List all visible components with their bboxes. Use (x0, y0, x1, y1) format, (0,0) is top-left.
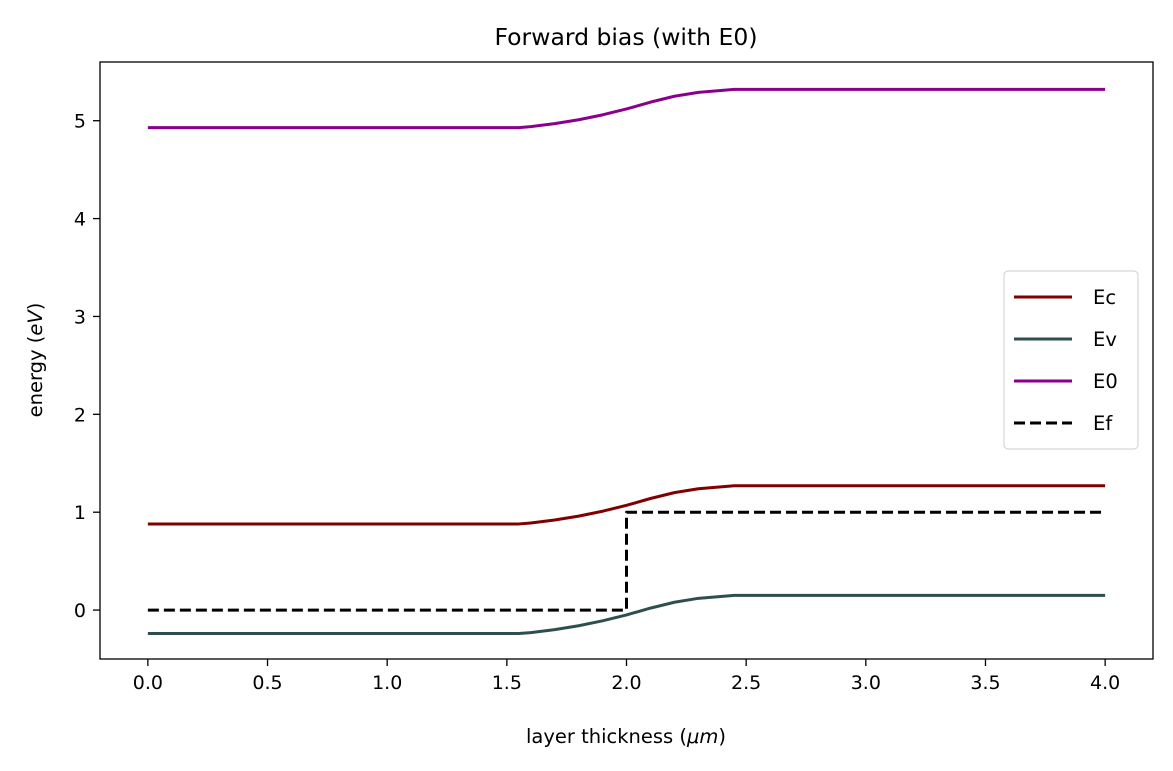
legend-label-ev: Ev (1093, 328, 1117, 351)
legend: Ec Ev E0 Ef (1003, 270, 1139, 450)
x-axis: 0.0 0.5 1.0 1.5 2.0 2.5 3.0 3.5 4.0 (133, 659, 1120, 694)
series-line-ev (147, 593, 1106, 636)
series-line-e0 (147, 87, 1106, 130)
x-tick-label: 2.5 (731, 672, 761, 694)
y-tick-label: 4 (74, 209, 86, 231)
y-tick-label: 3 (74, 306, 86, 328)
y-tick-label: 2 (74, 404, 86, 426)
series-line-ec (147, 484, 1106, 526)
x-axis-label: layer thickness (μm) (526, 725, 726, 748)
x-tick-label: 0.0 (133, 672, 163, 694)
y-axis-label: energy (eV) (24, 303, 47, 418)
y-tick-label: 5 (74, 111, 86, 133)
x-tick-label: 1.0 (372, 672, 402, 694)
y-tick-label: 1 (74, 502, 86, 524)
x-tick-label: 1.5 (492, 672, 522, 694)
legend-label-e0: E0 (1093, 370, 1118, 393)
x-tick-label: 3.5 (970, 672, 1000, 694)
x-tick-label: 4.0 (1090, 672, 1120, 694)
x-tick-label: 3.0 (851, 672, 881, 694)
y-tick-label: 0 (74, 600, 86, 622)
legend-label-ef: Ef (1093, 412, 1113, 435)
x-tick-label: 2.0 (611, 672, 641, 694)
legend-frame (1003, 270, 1139, 450)
x-tick-label: 0.5 (252, 672, 282, 694)
y-axis: 0 1 2 3 4 5 (74, 111, 100, 622)
chart-title: Forward bias (with E0) (495, 23, 758, 51)
series-layer (147, 87, 1106, 636)
legend-label-ec: Ec (1093, 286, 1116, 309)
